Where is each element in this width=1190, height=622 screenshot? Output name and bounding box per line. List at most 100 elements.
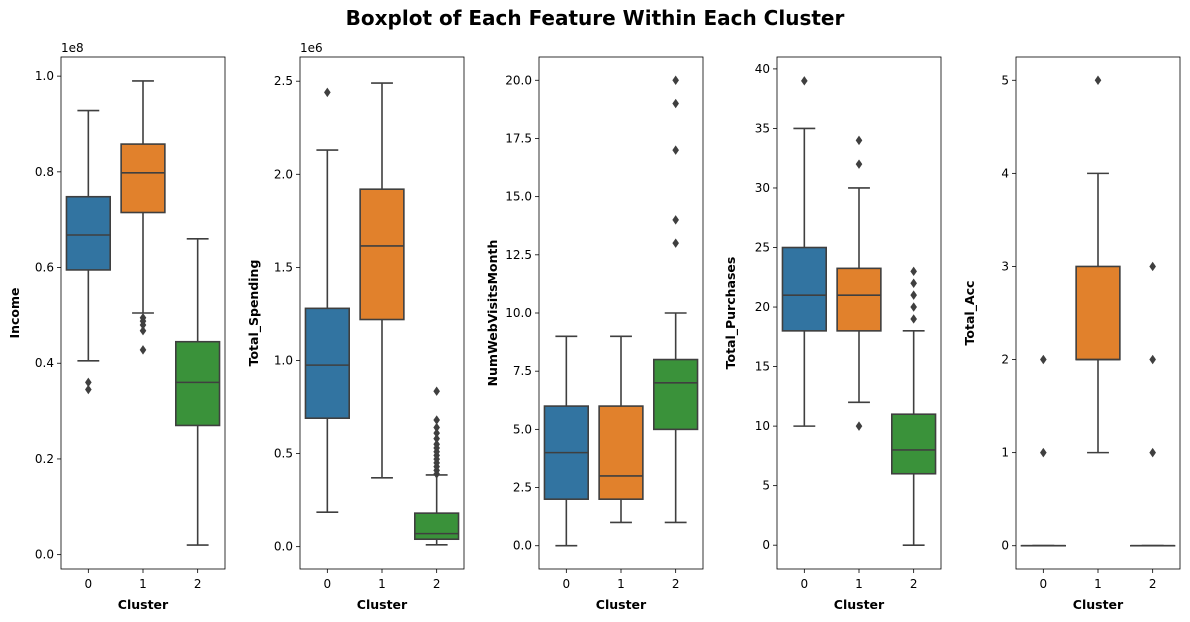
box-cluster-0 [543,335,590,547]
x-tick-label: 0 [324,577,332,591]
box-cluster-1 [598,335,644,524]
y-tick-label: 20 [755,300,770,314]
outlier-point [910,302,917,312]
y-tick-label: 7.5 [513,364,532,378]
axes-frame [299,56,465,570]
subplot-0: 0.0 0.2 0.4 0.6 0.8 1.0 1e8 0 1 2 Cluster Income [7,41,226,612]
y-axis-label: NumWebVisitsMonth [485,240,500,387]
y-tick-label: 0.5 [274,447,293,461]
outlier-point [910,278,917,288]
y-tick-label: 5.0 [513,422,532,436]
box-cluster-2 [890,266,937,546]
outlier-point [85,384,92,395]
y-tick-label: 2 [1001,353,1009,367]
y-tick-label: 4 [1001,166,1009,180]
box-cluster-2 [1130,261,1176,547]
outlier-point [1040,447,1047,458]
y-tick-label: 1.0 [274,353,293,367]
x-tick-label: 0 [1040,577,1048,591]
box-cluster-0 [65,109,112,395]
outlier-point [855,421,863,431]
x-tick-label: 1 [378,577,386,591]
outlier-point [910,266,917,277]
box-cluster-2 [413,386,460,546]
x-axis-label: Cluster [118,597,169,612]
y-axis-label: Total_Acc [962,281,978,346]
y-tick-label: 5 [1001,73,1009,87]
subplot-2: 0.0 2.5 5.0 7.5 10.0 12.5 15.0 17.5 20.0 0 1 2 Clust… [485,56,704,612]
y-tick-label: 0.0 [274,540,293,554]
box-iqr [836,267,882,332]
box-cluster-2 [175,238,221,546]
y-tick-label: 0.8 [35,165,54,179]
y-tick-label: 1.5 [274,260,293,274]
y-tick-label: 0.0 [35,548,54,562]
y-tick-label: 25 [755,241,770,255]
outlier-point [433,386,440,396]
outlier-point [139,345,147,355]
outlier-point [433,433,440,444]
outlier-point [855,159,863,169]
box-iqr [65,195,112,271]
subplot-1: 0.0 0.5 1.0 1.5 2.0 2.5 1e6 0 1 2 Cluster Total_Spe… [246,41,465,612]
y-tick-label: 0 [762,538,770,552]
x-axis-label: Cluster [357,597,408,612]
box-iqr [359,188,405,321]
y-tick-label: 15 [755,360,770,374]
y-tick-label: 5 [762,479,770,493]
y-offset-label: 1e8 [61,41,84,55]
y-tick-label: 20.0 [505,73,532,87]
outlier-point [1149,354,1156,365]
y-axis-label: Total_Spending [246,260,262,367]
outlier-point [672,145,679,155]
x-tick-label: 1 [855,577,863,591]
outlier-point [910,314,917,324]
outlier-point [433,415,440,425]
figure-title: Boxplot of Each Feature Within Each Clus… [345,6,845,30]
x-tick-label: 1 [1094,577,1102,591]
box-iqr [304,307,351,419]
x-tick-label: 0 [801,577,809,591]
y-tick-label: 0.2 [35,452,54,466]
y-tick-label: 40 [755,62,770,76]
outlier-point [1040,354,1047,365]
box-cluster-2 [652,75,699,524]
subplot-3: 0 5 10 15 20 25 30 35 40 0 1 2 Cluster Total_Purchase… [723,56,942,612]
box-iqr [120,143,166,214]
box-cluster-1 [120,80,166,355]
box-iqr [1075,265,1121,361]
x-tick-label: 2 [672,577,680,591]
y-tick-label: 0 [1001,539,1009,553]
x-tick-label: 0 [563,577,571,591]
outlier-point [855,135,863,146]
y-tick-label: 2.5 [274,74,293,88]
outlier-point [433,439,440,449]
box-iqr [781,246,828,332]
y-tick-label: 0.4 [35,356,54,370]
box-cluster-0 [1020,354,1067,547]
x-axis-label: Cluster [596,597,647,612]
box-cluster-0 [304,87,351,514]
x-tick-label: 2 [194,577,202,591]
box-iqr [652,358,699,431]
axes-frame [538,56,704,570]
x-axis-label: Cluster [1073,597,1124,612]
box-iqr [175,340,221,427]
axes-frame [60,56,226,570]
subplot-4: 0 1 2 3 4 5 0 1 2 Cluster Total_Acc [962,56,1181,612]
axes-frame [776,56,942,570]
y-tick-label: 15.0 [505,190,532,204]
outlier-point [433,428,440,438]
x-tick-label: 2 [433,577,441,591]
y-tick-label: 0.6 [35,261,54,275]
outlier-point [1149,261,1156,272]
x-tick-label: 0 [85,577,93,591]
x-tick-label: 2 [1149,577,1157,591]
y-tick-label: 1 [1001,446,1009,460]
box-cluster-1 [1075,75,1121,454]
x-axis-label: Cluster [834,597,885,612]
y-tick-label: 10.0 [505,306,532,320]
outlier-point [1094,75,1102,85]
